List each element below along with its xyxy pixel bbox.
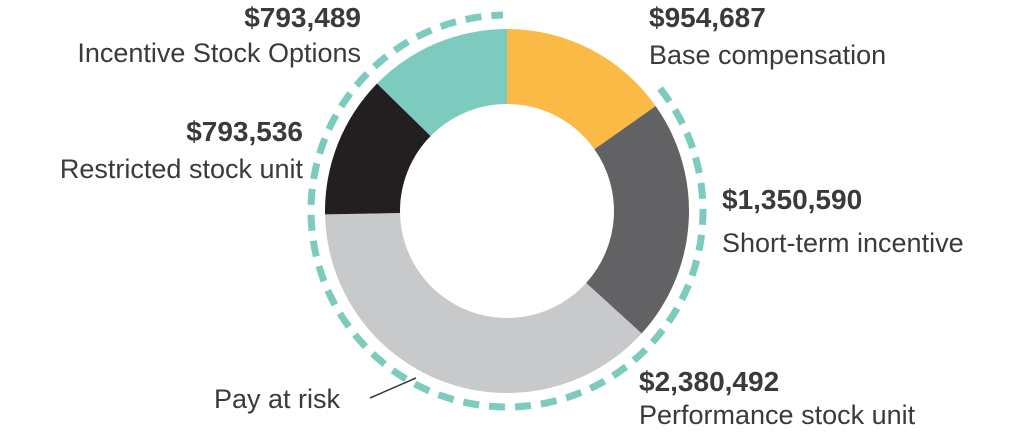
donut-slice-base-compensation — [507, 29, 656, 150]
donut-slice-restricted-stock-unit — [325, 83, 431, 215]
slice-label-restricted-stock-unit: Restricted stock unit — [59, 154, 303, 184]
donut-slices — [325, 29, 689, 393]
slice-label-incentive-stock-options: Incentive Stock Options — [77, 38, 361, 68]
slice-value-performance-stock-unit: $2,380,492 — [639, 366, 780, 397]
slice-label-short-term-incentive: Short-term incentive — [722, 228, 964, 258]
pay-at-risk-label: Pay at risk — [214, 384, 341, 414]
slice-value-base-compensation: $954,687 — [649, 2, 766, 33]
slice-value-restricted-stock-unit: $793,536 — [186, 116, 303, 147]
slice-value-short-term-incentive: $1,350,590 — [722, 184, 863, 215]
slice-label-base-compensation: Base compensation — [649, 40, 887, 70]
pay-at-risk-arc — [307, 11, 707, 411]
slice-value-incentive-stock-options: $793,489 — [244, 2, 361, 33]
donut-slice-short-term-incentive — [586, 106, 689, 334]
donut-slice-performance-stock-unit — [325, 213, 642, 393]
donut-slice-incentive-stock-options — [377, 29, 507, 137]
slice-label-performance-stock-unit: Performance stock unit — [639, 400, 916, 430]
pay-at-risk-leader-line — [369, 377, 417, 399]
